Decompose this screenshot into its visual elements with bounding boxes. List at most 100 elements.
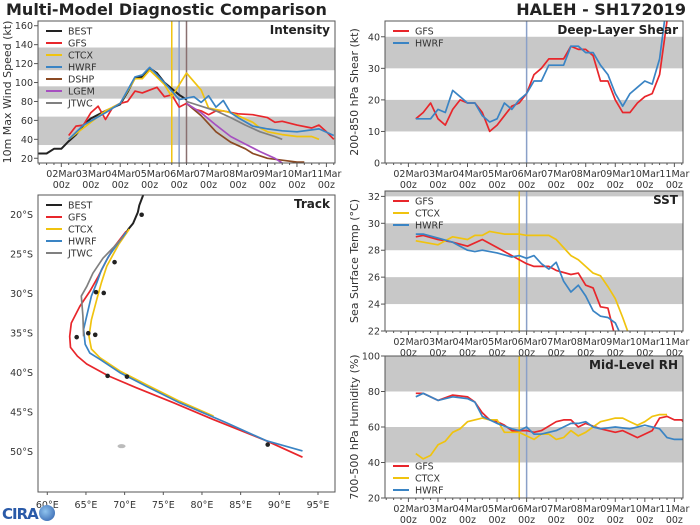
panel-title: Track — [294, 197, 331, 211]
y-tick-label: 30 — [368, 64, 380, 75]
y-tick-label: 10 — [368, 127, 380, 138]
plot-area — [38, 21, 335, 163]
x-tick-date: 04Mar — [452, 169, 482, 180]
x-tick-hour: 00z — [459, 348, 476, 359]
x-tick-hour: 00z — [141, 180, 158, 191]
lon-tick-label: 65°E — [75, 500, 98, 511]
x-tick-hour: 00z — [82, 180, 99, 191]
x-tick-date: 05Mar — [482, 169, 512, 180]
y-axis-label: 10m Max Wind Speed (kt) — [1, 21, 14, 164]
x-tick-hour: 00z — [636, 180, 653, 191]
series-line-hwrf — [415, 392, 683, 441]
x-tick-hour: 00z — [577, 515, 594, 525]
legend-label: GFS — [415, 462, 434, 473]
legend-label: HWRF — [68, 237, 97, 248]
y-tick-label: 60 — [368, 423, 380, 434]
lon-tick-label: 75°E — [152, 500, 175, 511]
lat-tick-label: 35°S — [10, 329, 33, 340]
cira-logo: CIRA — [2, 505, 55, 523]
x-tick-date: 11Mar — [311, 169, 341, 180]
x-tick-hour: 00z — [577, 180, 594, 191]
x-tick-date: 04Mar — [452, 504, 482, 515]
x-tick-hour: 00z — [666, 348, 683, 359]
x-tick-hour: 00z — [607, 180, 624, 191]
series-line-hwrf — [68, 66, 335, 140]
legend-label: BEST — [68, 27, 93, 38]
x-tick-date: 05Mar — [482, 504, 512, 515]
x-tick-hour: 00z — [518, 180, 535, 191]
storm-title: HALEH - SH172019 — [516, 0, 686, 19]
y-tick-label: 20 — [21, 154, 33, 165]
track-marker — [105, 373, 110, 379]
x-tick-hour: 00z — [459, 180, 476, 191]
x-tick-hour: 00z — [230, 180, 247, 191]
main-title: Multi-Model Diagnostic Comparison — [6, 0, 327, 19]
panel-rh: 02Mar00z03Mar00z04Mar00z05Mar00z06Mar00z… — [348, 352, 689, 525]
lat-tick-label: 20°S — [10, 210, 33, 221]
x-tick-hour: 00z — [259, 180, 276, 191]
series-line-ctcx — [415, 230, 629, 331]
x-tick-hour: 00z — [53, 180, 70, 191]
plot-area — [68, 195, 303, 458]
x-tick-date: 10Mar — [630, 504, 660, 515]
x-tick-hour: 00z — [429, 348, 446, 359]
x-tick-date: 04Mar — [452, 337, 482, 348]
track-marker — [112, 259, 117, 265]
series-line-dshp — [185, 102, 305, 163]
y-tick-label: 80 — [21, 97, 33, 108]
x-tick-hour: 00z — [489, 515, 506, 525]
x-tick-date: 02Mar — [393, 504, 423, 515]
x-tick-date: 08Mar — [223, 169, 253, 180]
x-tick-hour: 00z — [459, 515, 476, 525]
x-tick-date: 08Mar — [571, 169, 601, 180]
x-tick-hour: 00z — [607, 348, 624, 359]
panel-title: SST — [653, 193, 679, 207]
y-tick-label: 80 — [368, 387, 380, 398]
legend-label: JTWC — [67, 249, 93, 260]
plot-area — [385, 21, 683, 163]
logo-text: CIRA — [2, 505, 39, 523]
x-tick-date: 10Mar — [282, 169, 312, 180]
series-line-lgem — [186, 102, 283, 163]
legend-label: DSHP — [68, 75, 94, 86]
x-tick-hour: 00z — [318, 180, 335, 191]
y-tick-label: 30 — [368, 219, 380, 230]
y-tick-label: 160 — [15, 21, 33, 32]
x-tick-hour: 00z — [518, 515, 535, 525]
x-tick-date: 05Mar — [482, 337, 512, 348]
x-tick-hour: 00z — [636, 348, 653, 359]
lon-tick-label: 80°E — [191, 500, 214, 511]
y-tick-label: 100 — [15, 78, 33, 89]
legend-label: CTCX — [68, 51, 94, 62]
x-tick-date: 11Mar — [659, 504, 689, 515]
shaded-band — [385, 191, 683, 197]
y-tick-label: 20 — [368, 494, 380, 505]
x-tick-date: 06Mar — [164, 169, 194, 180]
y-tick-label: 20 — [368, 95, 380, 106]
y-axis-label: 700-500 hPa Humidity (%) — [348, 354, 361, 499]
legend-label: HWRF — [415, 221, 444, 232]
x-tick-hour: 00z — [489, 348, 506, 359]
x-tick-date: 10Mar — [630, 337, 660, 348]
x-tick-date: 03Mar — [423, 169, 453, 180]
series-line-gfs — [415, 21, 668, 133]
x-tick-date: 09Mar — [600, 337, 630, 348]
y-tick-label: 40 — [21, 135, 33, 146]
x-tick-date: 11Mar — [659, 337, 689, 348]
panel-title: Mid-Level RH — [589, 358, 678, 372]
legend-label: GFS — [68, 213, 87, 224]
x-tick-date: 02Mar — [393, 337, 423, 348]
track-marker — [92, 332, 98, 338]
legend-label: GFS — [415, 197, 434, 208]
x-tick-hour: 00z — [636, 515, 653, 525]
x-tick-date: 03Mar — [76, 169, 106, 180]
legend-label: CTCX — [415, 474, 441, 485]
legend-label: HWRF — [68, 63, 97, 74]
panel-title: Deep-Layer Shear — [557, 23, 678, 37]
lat-tick-label: 25°S — [10, 250, 33, 261]
y-axis-label: Sea Surface Temp (°C) — [348, 199, 361, 323]
globe-icon — [38, 505, 55, 521]
shaded-band — [385, 36, 683, 69]
x-tick-hour: 00z — [288, 180, 305, 191]
